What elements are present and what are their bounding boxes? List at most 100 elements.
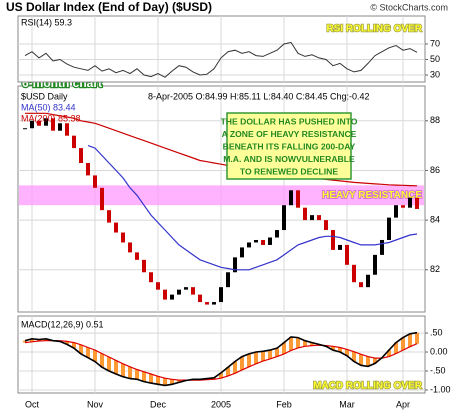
candle (191, 287, 195, 295)
candle (205, 302, 209, 305)
histogram-bar (65, 341, 69, 345)
candle (156, 282, 160, 290)
candle (72, 135, 76, 149)
histogram-bar (114, 360, 118, 375)
candle (135, 252, 139, 260)
histogram-bar (233, 361, 237, 374)
histogram-bar (135, 369, 139, 380)
candle (44, 118, 48, 126)
candle (401, 205, 405, 208)
note-box (226, 112, 352, 180)
histogram-bar (401, 337, 405, 351)
candle (303, 207, 307, 221)
y-tick-label: 30 (430, 69, 440, 79)
histogram-bar (79, 344, 83, 354)
source: © StockCharts.com (370, 2, 448, 12)
y-tick-label: 0.00 (430, 346, 448, 356)
ma-line (87, 145, 418, 271)
x-tick-label: 2005 (211, 399, 231, 409)
candle (352, 264, 356, 283)
histogram-bar (177, 380, 181, 383)
histogram-bar (226, 367, 230, 376)
histogram-bar (289, 336, 293, 351)
histogram-bar (121, 363, 125, 377)
histogram-bar (107, 356, 111, 371)
candle (331, 230, 335, 250)
note-line: TO RENEWED DECLINE (240, 166, 338, 176)
histogram-bar (93, 350, 97, 362)
histogram-bar (30, 338, 34, 342)
y-tick-label: 70 (430, 38, 440, 48)
note-line: A ZONE OF HEAVY RESISTANCE (222, 129, 357, 139)
candle (212, 302, 216, 305)
candle (219, 287, 223, 303)
histogram-bar (247, 353, 251, 367)
candle (184, 287, 188, 290)
y-tick-label: 84 (430, 214, 440, 224)
y-tick-label: 82 (430, 264, 440, 274)
ma-line (25, 112, 418, 187)
histogram-bar (282, 342, 286, 354)
candle (261, 239, 265, 245)
x-tick-label: Apr (396, 399, 410, 409)
quote: 8-Apr-2005 O:84.99 H:85.11 L:84.40 C:84.… (148, 91, 369, 101)
candle (268, 237, 272, 245)
candle (149, 272, 153, 283)
candle (394, 205, 398, 218)
band-label: HEAVY RESISTANCE (322, 190, 422, 201)
y-tick-label: 86 (430, 165, 440, 175)
histogram-bar (331, 346, 335, 351)
macd-line (24, 331, 418, 387)
histogram-bar (268, 350, 272, 359)
y-tick-label: -.50 (430, 365, 446, 375)
candle (338, 244, 342, 250)
histogram-bar (219, 372, 223, 379)
x-tick-label: Nov (87, 399, 104, 409)
candle (114, 222, 118, 233)
candle (380, 239, 384, 255)
candle (226, 272, 230, 288)
histogram-bar (352, 351, 356, 362)
histogram-bar (296, 337, 300, 348)
histogram-bar (366, 356, 370, 367)
candle (170, 294, 174, 300)
histogram-bar (240, 356, 244, 370)
histogram-bar (415, 332, 419, 344)
histogram-bar (128, 366, 132, 379)
candle (387, 217, 391, 240)
candle (163, 289, 167, 300)
candle (107, 210, 111, 223)
y-tick-label: 50 (430, 54, 440, 64)
candle (345, 244, 349, 265)
x-tick-label: Feb (276, 399, 292, 409)
candle (296, 190, 300, 208)
candle (142, 259, 146, 273)
histogram-bar (303, 340, 307, 347)
y-tick-label: .50 (430, 327, 443, 337)
panel-annotation: RSI ROLLING OVER (326, 24, 422, 35)
histogram-bar (387, 350, 391, 357)
resistance-band (19, 185, 424, 206)
histogram-bar (44, 338, 48, 341)
histogram-bar (170, 379, 174, 385)
histogram-bar (345, 349, 349, 356)
candle (275, 230, 279, 238)
candle (310, 215, 314, 221)
y-tick-label: -1.00 (430, 384, 451, 394)
histogram-bar (373, 358, 377, 364)
candle (37, 120, 41, 126)
x-tick-label: Mar (339, 399, 355, 409)
candle (177, 289, 181, 295)
candle (58, 123, 62, 131)
histogram-bar (149, 374, 153, 384)
candle (359, 282, 363, 288)
panel-label: RSI(14) 59.3 (21, 17, 72, 27)
candle (233, 257, 237, 273)
candle (86, 162, 90, 176)
histogram-bar (23, 340, 27, 343)
candle (51, 118, 55, 131)
candle (240, 247, 244, 258)
x-tick-label: Dec (150, 399, 167, 409)
note-line: BENEATH ITS FALLING 200-DAY (223, 141, 356, 151)
